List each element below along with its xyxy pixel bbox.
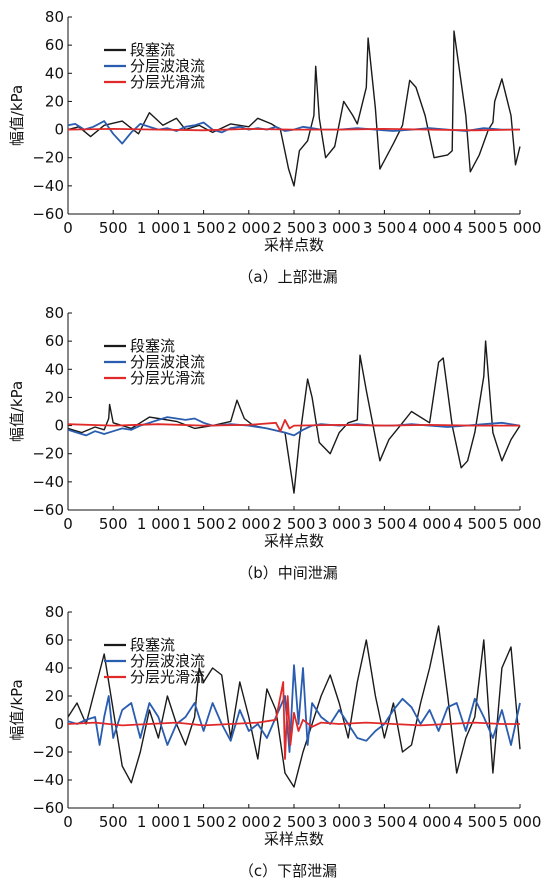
legend-label-1: 段塞流 [130,41,175,59]
x-tick-label: 3 500 [363,515,406,533]
y-tick-label: −40 [32,473,64,491]
x-tick-label: 3 500 [363,219,406,237]
y-tick-label: 60 [45,332,64,350]
legend-label-3: 分层光滑流 [130,73,205,91]
x-axis-label: 采样点数 [264,830,324,848]
y-tick-label: −40 [32,771,64,789]
x-tick-label: 5 000 [499,515,542,533]
series-line-3 [67,681,520,760]
x-axis-label: 采样点数 [264,532,324,550]
panel-caption: （a）上部泄漏 [238,268,337,286]
legend-label-1: 段塞流 [130,337,175,355]
x-tick-label: 4 000 [408,813,451,831]
series-line-3 [67,418,520,433]
y-tick-label: −60 [32,205,64,223]
y-axis-label: 幅值/kPa [8,381,26,442]
x-tick-label: 0 [63,219,73,237]
x-tick-label: 500 [99,813,128,831]
legend-label-2: 分层波浪流 [130,353,205,371]
x-tick-label: 4 500 [453,515,496,533]
chart-panel-3: −60 −40 −20 0 20 40 60 80 0 500 1 000 1 500 2 000 2 5… [8,603,541,880]
y-tick-label: 40 [45,64,64,82]
x-tick-label: 500 [99,219,128,237]
series-line-1 [67,30,521,187]
legend-label-3: 分层光滑流 [130,668,205,686]
y-axis-label: 幅值/kPa [8,85,26,146]
legend-label-2: 分层波浪流 [130,57,205,75]
x-axis-label: 采样点数 [264,236,324,254]
y-tick-label: 0 [54,715,64,733]
x-tick-label: 2 000 [227,813,270,831]
y-tick-label: 0 [54,417,64,435]
x-tick-label: 4 500 [453,813,496,831]
x-tick-label: 3 500 [363,813,406,831]
series-line-3 [67,127,521,132]
y-tick-label: 20 [45,92,64,110]
y-tick-label: 60 [45,631,64,649]
x-tick-label: 2 000 [227,219,270,237]
x-tick-label: 1 500 [182,515,225,533]
x-tick-label: 2 500 [273,515,316,533]
legend-label-3: 分层光滑流 [130,369,205,387]
series-line-2 [67,664,521,753]
x-tick-label: 500 [99,515,128,533]
x-tick-label: 3 000 [318,515,361,533]
x-tick-label: 0 [63,813,73,831]
series-line-1 [67,625,521,788]
x-tick-label: 2 500 [273,813,316,831]
x-tick-label: 3 000 [318,219,361,237]
y-tick-label: 60 [45,36,64,54]
panel-caption: （c）下部泄漏 [239,862,337,880]
y-axis-label: 幅值/kPa [8,679,26,740]
y-tick-label: 80 [45,304,64,322]
x-tick-label: 1 000 [137,515,180,533]
x-tick-label: 0 [63,515,73,533]
x-tick-label: 5 000 [499,813,542,831]
x-tick-label: 4 000 [408,515,451,533]
x-tick-label: 1 500 [182,813,225,831]
x-tick-label: 2 000 [227,515,270,533]
y-tick-label: −20 [32,743,64,761]
chart-panel-2: −60 −40 −20 0 20 40 60 80 0 500 1 000 1 500 2 000 2 5… [8,304,541,582]
legend-label-2: 分层波浪流 [130,652,205,670]
y-tick-label: −60 [32,799,64,817]
y-tick-label: −60 [32,501,64,519]
x-tick-label: 2 500 [273,219,316,237]
panel-caption: （b）中间泄漏 [238,564,338,582]
y-tick-label: 40 [45,659,64,677]
y-tick-label: 80 [45,603,64,621]
y-tick-label: 80 [45,8,64,26]
legend-label-1: 段塞流 [130,636,175,654]
y-tick-label: 40 [45,360,64,378]
x-tick-label: 4 500 [453,219,496,237]
chart-panel-1: −60 −40 −20 0 20 40 60 80 0 500 1 000 1 500 2 000 2 5… [8,8,541,286]
x-tick-label: 1 000 [137,813,180,831]
y-tick-label: 20 [45,388,64,406]
x-tick-label: 5 000 [499,219,542,237]
x-tick-label: 1 000 [137,219,180,237]
x-tick-label: 1 500 [182,219,225,237]
x-tick-label: 4 000 [408,219,451,237]
y-tick-label: 0 [54,121,64,139]
y-tick-label: −20 [32,149,64,167]
x-tick-label: 3 000 [318,813,361,831]
series-line-1 [67,340,521,494]
y-tick-label: −40 [32,177,64,195]
y-tick-label: 20 [45,687,64,705]
y-tick-label: −20 [32,445,64,463]
